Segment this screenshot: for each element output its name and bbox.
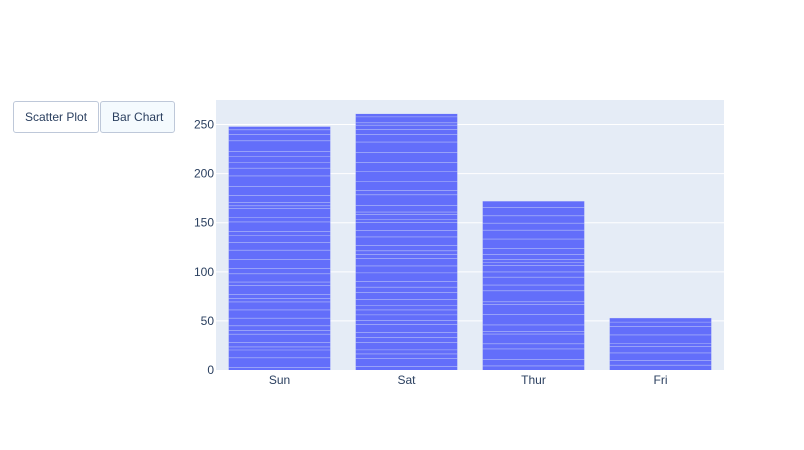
y-tick-label: 200: [194, 167, 214, 181]
y-tick-label: 0: [207, 363, 214, 377]
bar-fill: [482, 201, 585, 370]
bar-thur[interactable]: [482, 200, 585, 370]
x-tick-label: Thur: [521, 373, 546, 387]
scatter-plot-button[interactable]: Scatter Plot: [13, 101, 100, 133]
chart-type-menu: Scatter Plot Bar Chart: [13, 101, 176, 133]
bar-fill: [228, 126, 331, 370]
y-tick-label: 100: [194, 265, 214, 279]
x-tick-label: Sat: [397, 373, 416, 387]
y-axis-ticks: 0 50 100 150 200 250: [194, 118, 214, 377]
bar-sat[interactable]: [355, 113, 458, 370]
bar-fill: [609, 317, 712, 370]
bars: [228, 113, 712, 370]
y-tick-label: 50: [201, 314, 215, 328]
x-tick-label: Fri: [654, 373, 668, 387]
x-tick-label: Sun: [269, 373, 290, 387]
bar-sun[interactable]: [228, 126, 331, 370]
y-tick-label: 150: [194, 216, 214, 230]
bar-fri[interactable]: [609, 317, 712, 370]
bar-chart-button[interactable]: Bar Chart: [100, 101, 176, 133]
bar-fill: [355, 113, 458, 370]
x-axis-ticks: Sun Sat Thur Fri: [269, 373, 668, 387]
y-tick-label: 250: [194, 118, 214, 132]
